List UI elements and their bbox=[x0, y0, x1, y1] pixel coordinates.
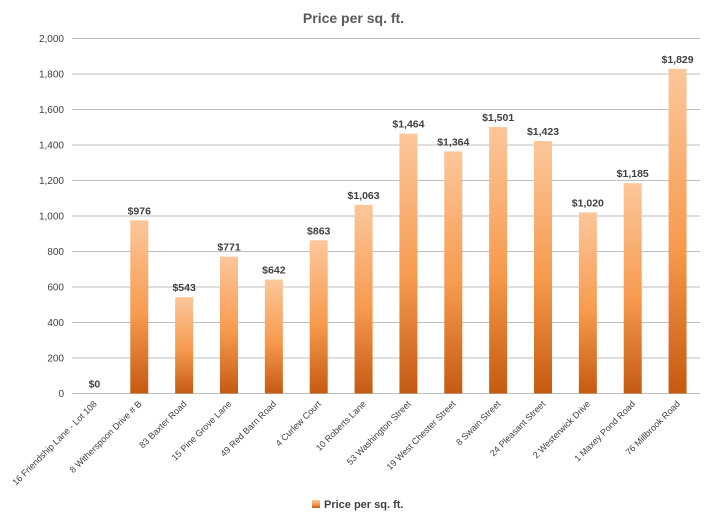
data-label: $1,364 bbox=[437, 136, 469, 148]
x-tick-label: 8 Swain Street bbox=[454, 398, 503, 447]
bar bbox=[668, 68, 687, 394]
legend-label: Price per sq. ft. bbox=[324, 499, 403, 511]
data-label: $543 bbox=[172, 282, 196, 294]
legend: Price per sq. ft. bbox=[312, 499, 403, 511]
data-label: $1,829 bbox=[662, 54, 694, 66]
bar bbox=[399, 133, 418, 394]
data-label: $1,185 bbox=[617, 168, 649, 180]
y-tick-label: 0 bbox=[58, 389, 64, 400]
gridlines bbox=[72, 38, 700, 394]
bar bbox=[354, 204, 373, 394]
bar bbox=[623, 183, 642, 394]
data-label: $863 bbox=[307, 225, 331, 237]
chart-title: Price per sq. ft. bbox=[303, 10, 404, 26]
data-label: $1,020 bbox=[572, 197, 604, 209]
data-label: $976 bbox=[128, 205, 152, 217]
bar bbox=[534, 140, 552, 394]
bar bbox=[309, 240, 328, 394]
bar bbox=[175, 297, 194, 394]
y-tick-label: 800 bbox=[47, 247, 64, 258]
y-tick-label: 1,400 bbox=[39, 141, 64, 152]
bar bbox=[578, 212, 597, 394]
bar bbox=[220, 256, 238, 394]
data-labels: $0 $976 $543 $771 $642 $863 $1,063 $1,464 $1,364… bbox=[89, 54, 694, 391]
bars bbox=[130, 68, 687, 394]
y-tick-label: 200 bbox=[47, 354, 64, 365]
x-tick-label: 4 Curlew Court bbox=[274, 398, 324, 448]
bar bbox=[444, 151, 463, 394]
x-tick-label: 83 Baxter Road bbox=[137, 399, 188, 450]
bar bbox=[130, 220, 149, 394]
y-tick-label: 1,200 bbox=[39, 176, 64, 187]
x-tick-label: 16 Friendship Lane - Lot 108 bbox=[10, 399, 98, 487]
legend-swatch bbox=[312, 500, 320, 508]
data-label: $1,423 bbox=[527, 126, 559, 138]
data-label: $771 bbox=[217, 242, 241, 254]
bar bbox=[489, 127, 508, 394]
data-label: $1,501 bbox=[482, 112, 514, 124]
data-label: $1,464 bbox=[392, 119, 424, 131]
y-tick-label: 1,800 bbox=[39, 70, 64, 81]
y-tick-label: 600 bbox=[47, 283, 64, 294]
data-label: $1,063 bbox=[348, 190, 380, 202]
y-axis-ticks: 0 200 400 600 800 1,000 1,200 1,400 1,600 1,800 2,… bbox=[39, 34, 64, 400]
y-tick-label: 1,000 bbox=[39, 212, 64, 223]
y-tick-label: 2,000 bbox=[39, 34, 64, 45]
bar bbox=[264, 279, 283, 394]
y-tick-label: 1,600 bbox=[39, 105, 64, 116]
y-tick-label: 400 bbox=[47, 318, 64, 329]
data-label: $0 bbox=[89, 379, 101, 391]
data-label: $642 bbox=[262, 265, 286, 277]
